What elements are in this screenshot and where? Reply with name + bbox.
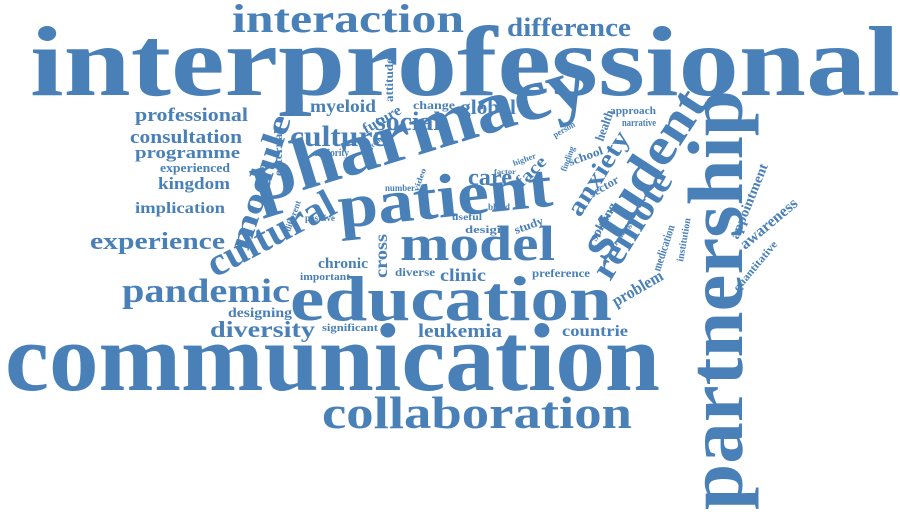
word: difference — [507, 13, 631, 42]
word: interprofessional — [30, 6, 900, 117]
word: experience — [90, 229, 225, 255]
word: consultation — [130, 127, 242, 148]
word: positive — [305, 213, 335, 223]
word: care — [468, 165, 512, 191]
word: number — [385, 183, 415, 193]
word: education — [290, 263, 612, 334]
word: diversity — [210, 317, 316, 342]
word: useful — [452, 212, 483, 222]
word: design — [465, 224, 505, 236]
word: leukemia — [418, 321, 503, 342]
word: designing — [228, 306, 292, 321]
word: pandemic — [122, 273, 290, 310]
word: cross — [371, 234, 391, 278]
word: programme — [135, 143, 241, 162]
word: important — [300, 272, 351, 283]
word: chronic — [318, 256, 368, 272]
word: model — [400, 215, 555, 271]
word: clinic — [440, 265, 486, 285]
word: interaction — [232, 0, 464, 41]
word: professional — [135, 105, 248, 126]
word: experienced — [160, 160, 231, 175]
word: culture — [290, 120, 386, 153]
word: partnership — [672, 90, 759, 510]
word: global — [460, 95, 516, 119]
word: change — [413, 98, 456, 112]
word: collaboration — [322, 387, 632, 438]
word: approach — [610, 105, 656, 117]
word: countrie — [562, 323, 628, 340]
word: implication — [135, 200, 225, 217]
word: blood — [488, 202, 510, 212]
word: external — [271, 129, 285, 176]
word: communication — [5, 304, 660, 411]
word: preference — [532, 266, 591, 280]
word: narrative — [622, 118, 656, 129]
word: majority — [315, 148, 349, 159]
word: diverse — [395, 265, 436, 279]
word: attitude — [382, 57, 396, 102]
word: myeloid — [310, 96, 376, 116]
word: significant — [322, 322, 378, 334]
word: social — [375, 107, 441, 136]
word: kingdom — [158, 174, 230, 193]
word: factor — [494, 168, 516, 176]
